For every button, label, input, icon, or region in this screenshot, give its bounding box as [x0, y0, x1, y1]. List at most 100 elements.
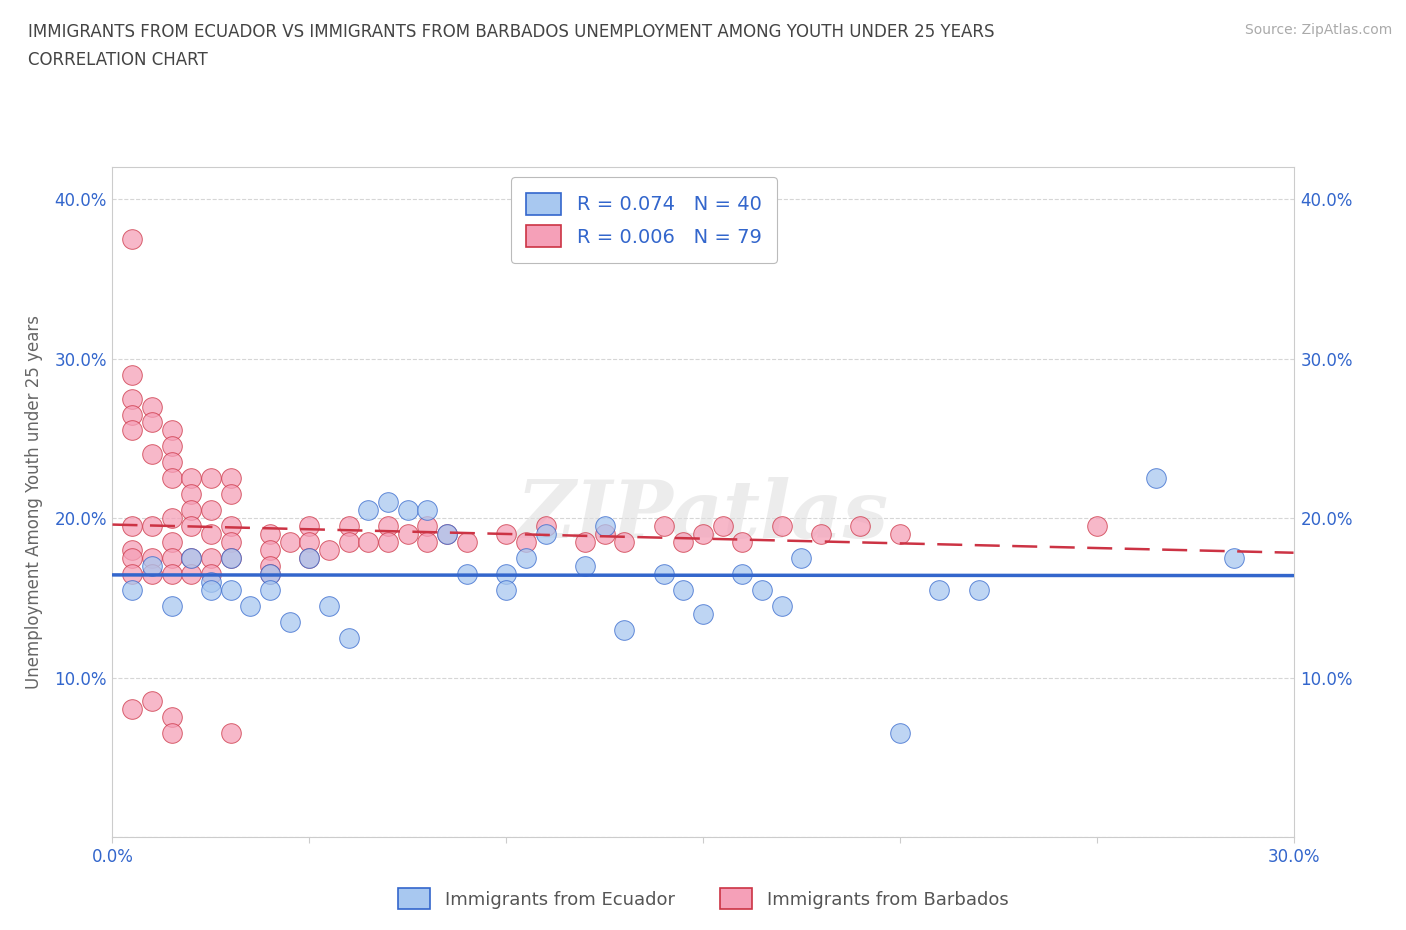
Point [121, 392, 143, 406]
Point [200, 471, 222, 485]
Point [298, 551, 321, 565]
Text: Source: ZipAtlas.com: Source: ZipAtlas.com [1244, 23, 1392, 37]
Point [219, 582, 242, 597]
Point [160, 726, 183, 741]
Point [849, 519, 872, 534]
Point [889, 526, 911, 541]
Point [141, 559, 163, 574]
Point [121, 407, 143, 422]
Point [141, 519, 163, 534]
Point [298, 519, 321, 534]
Point [259, 566, 281, 581]
Point [200, 575, 222, 590]
Point [396, 526, 419, 541]
Point [141, 447, 163, 462]
Point [357, 503, 380, 518]
Point [770, 598, 793, 613]
Point [515, 551, 537, 565]
Point [160, 710, 183, 724]
Point [121, 542, 143, 557]
Point [377, 535, 399, 550]
Point [692, 606, 714, 621]
Point [337, 519, 360, 534]
Point [121, 702, 143, 717]
Point [121, 582, 143, 597]
Point [180, 486, 202, 501]
Point [200, 551, 222, 565]
Point [121, 551, 143, 565]
Point [160, 423, 183, 438]
Point [613, 622, 636, 637]
Point [1085, 519, 1108, 534]
Point [672, 535, 695, 550]
Point [770, 519, 793, 534]
Point [141, 566, 163, 581]
Text: ZIPatlas: ZIPatlas [517, 477, 889, 554]
Point [574, 559, 596, 574]
Point [357, 535, 380, 550]
Point [613, 535, 636, 550]
Point [436, 526, 458, 541]
Point [652, 566, 675, 581]
Point [200, 582, 222, 597]
Point [180, 551, 202, 565]
Legend: R = 0.074   N = 40, R = 0.006   N = 79: R = 0.074 N = 40, R = 0.006 N = 79 [510, 177, 778, 263]
Point [219, 535, 242, 550]
Point [318, 542, 340, 557]
Point [672, 582, 695, 597]
Point [141, 694, 163, 709]
Point [692, 526, 714, 541]
Point [219, 519, 242, 534]
Point [456, 535, 478, 550]
Point [219, 726, 242, 741]
Point [200, 503, 222, 518]
Point [495, 566, 517, 581]
Point [298, 535, 321, 550]
Point [1144, 471, 1167, 485]
Point [574, 535, 596, 550]
Point [751, 582, 773, 597]
Point [219, 486, 242, 501]
Point [180, 551, 202, 565]
Point [396, 503, 419, 518]
Point [298, 551, 321, 565]
Point [337, 535, 360, 550]
Point [160, 535, 183, 550]
Point [515, 535, 537, 550]
Point [593, 519, 616, 534]
Point [200, 566, 222, 581]
Point [259, 566, 281, 581]
Point [259, 542, 281, 557]
Point [259, 582, 281, 597]
Point [731, 535, 754, 550]
Point [652, 519, 675, 534]
Point [121, 519, 143, 534]
Point [416, 535, 439, 550]
Point [278, 535, 301, 550]
Point [810, 526, 832, 541]
Point [121, 367, 143, 382]
Point [160, 551, 183, 565]
Point [121, 566, 143, 581]
Point [160, 439, 183, 454]
Point [160, 471, 183, 485]
Point [160, 598, 183, 613]
Point [239, 598, 262, 613]
Point [141, 551, 163, 565]
Point [160, 566, 183, 581]
Point [160, 455, 183, 470]
Point [377, 519, 399, 534]
Point [318, 598, 340, 613]
Point [219, 551, 242, 565]
Legend: Immigrants from Ecuador, Immigrants from Barbados: Immigrants from Ecuador, Immigrants from… [391, 881, 1015, 916]
Point [889, 726, 911, 741]
Point [180, 503, 202, 518]
Point [967, 582, 990, 597]
Point [219, 551, 242, 565]
Point [790, 551, 813, 565]
Point [180, 566, 202, 581]
Text: CORRELATION CHART: CORRELATION CHART [28, 51, 208, 69]
Point [416, 519, 439, 534]
Point [377, 495, 399, 510]
Point [593, 526, 616, 541]
